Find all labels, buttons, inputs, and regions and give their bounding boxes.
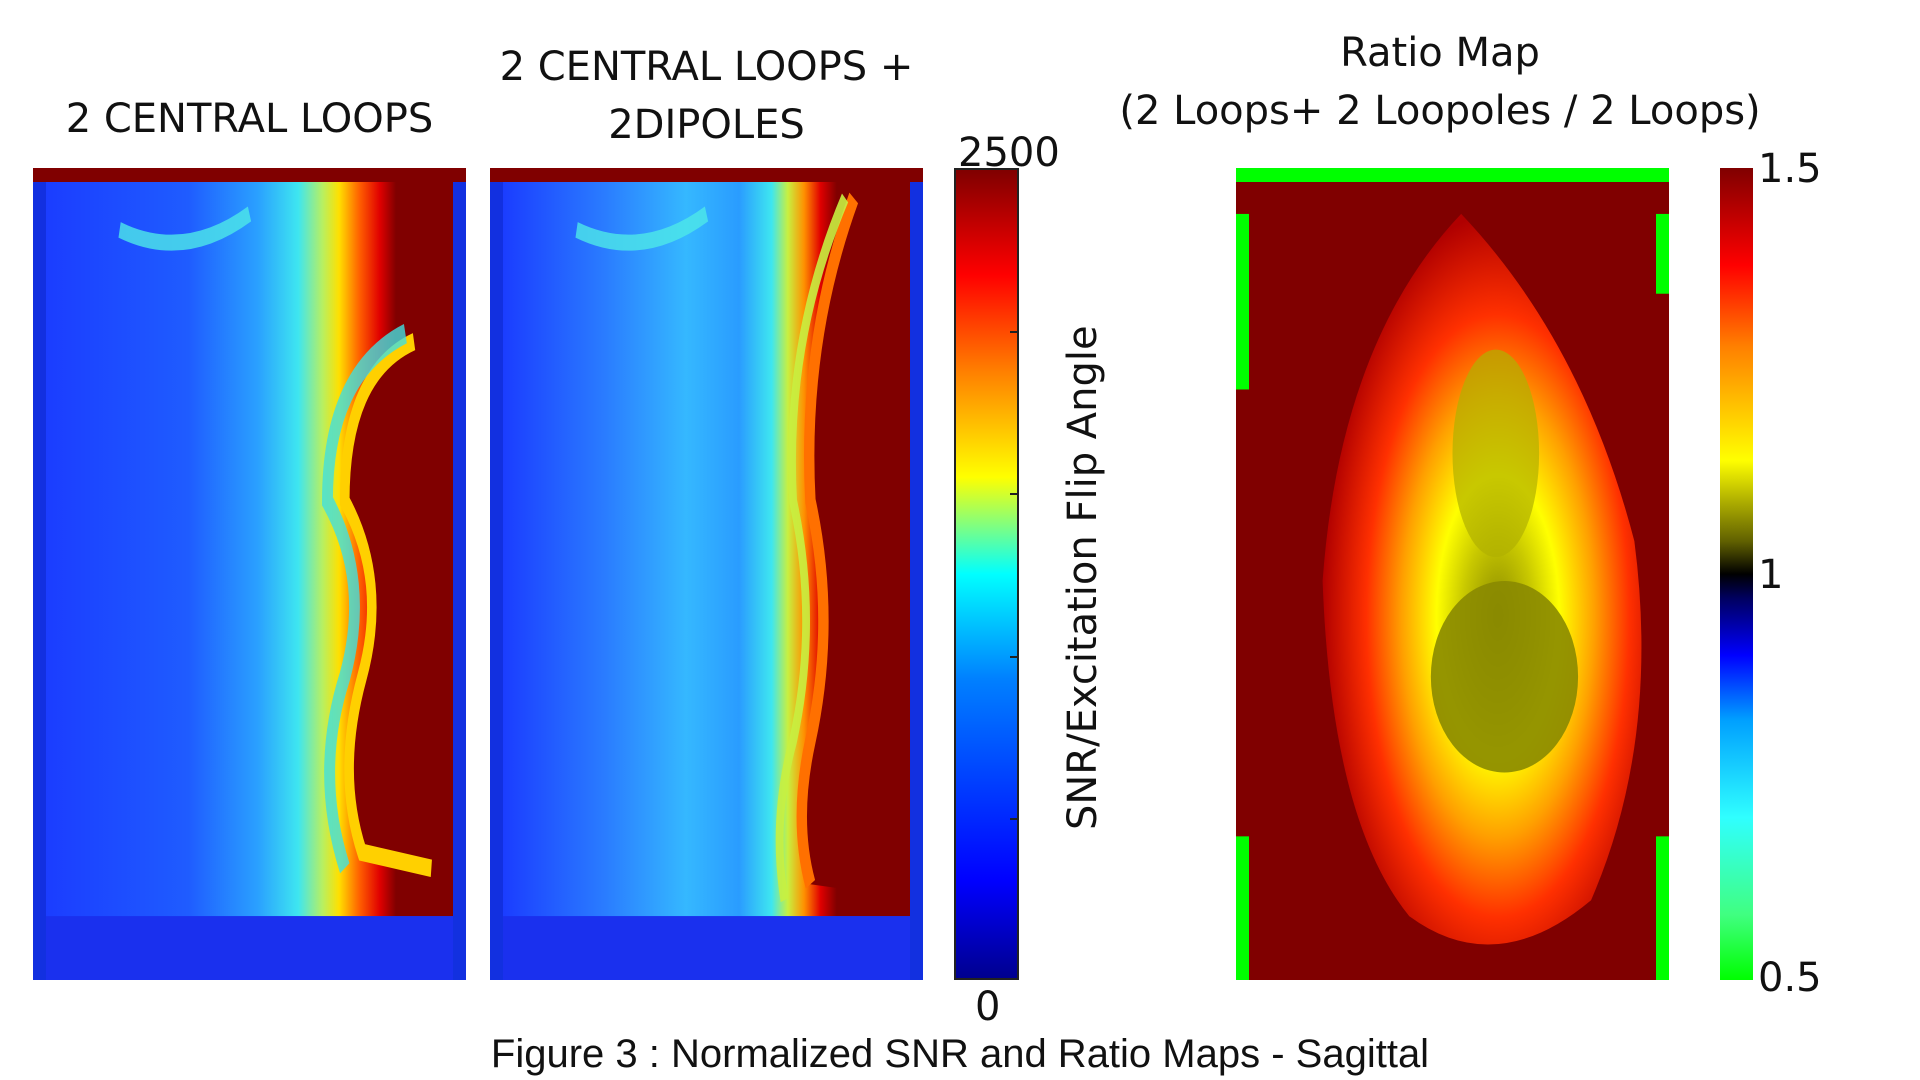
figure-caption: Figure 3 : Normalized SNR and Ratio Maps… [490, 1032, 1430, 1076]
panel-title-line: 2 CENTRAL LOOPS + [499, 44, 914, 90]
panel-title-loops-dipoles: 2 CENTRAL LOOPS + 2DIPOLES [490, 38, 923, 154]
edge-band [339, 333, 432, 877]
ratio-field [1322, 213, 1642, 945]
snr-axis-title: SNR/Excitation Flip Angle [1060, 325, 1106, 830]
snr-colorbar-min: 0 [975, 984, 1001, 1030]
panel-title-line: 2DIPOLES [608, 102, 805, 148]
ratio-colorbar-max: 1.5 [1758, 146, 1822, 192]
hot-region [801, 197, 923, 901]
colorbar-tick [1010, 493, 1019, 495]
ratio-map [1236, 168, 1669, 980]
colorbar-tick [1010, 331, 1019, 333]
panel-title-line: 2 CENTRAL LOOPS [65, 96, 434, 142]
colorbar-tick [1010, 818, 1019, 820]
snr-map-loops [33, 168, 466, 980]
colorbar-tick [1010, 656, 1019, 658]
snr-colorbar [954, 168, 1019, 980]
panel-title-ratio: Ratio Map (2 Loops+ 2 Loopoles / 2 Loops… [1100, 24, 1780, 140]
panel-title-line: Ratio Map [1340, 30, 1540, 76]
ratio-colorbar-mid: 1 [1758, 552, 1784, 598]
panel-title-loops: 2 CENTRAL LOOPS [33, 90, 466, 148]
ratio-colorbar [1720, 168, 1753, 980]
snr-colorbar-max: 2500 [958, 130, 1060, 176]
hot-region [344, 341, 466, 869]
snr-map-loops-dipoles [490, 168, 923, 980]
panel-title-line: (2 Loops+ 2 Loopoles / 2 Loops) [1119, 88, 1761, 134]
bottom-band [33, 916, 466, 980]
edge-band [796, 192, 859, 889]
ratio-colorbar-min: 0.5 [1758, 955, 1822, 1001]
